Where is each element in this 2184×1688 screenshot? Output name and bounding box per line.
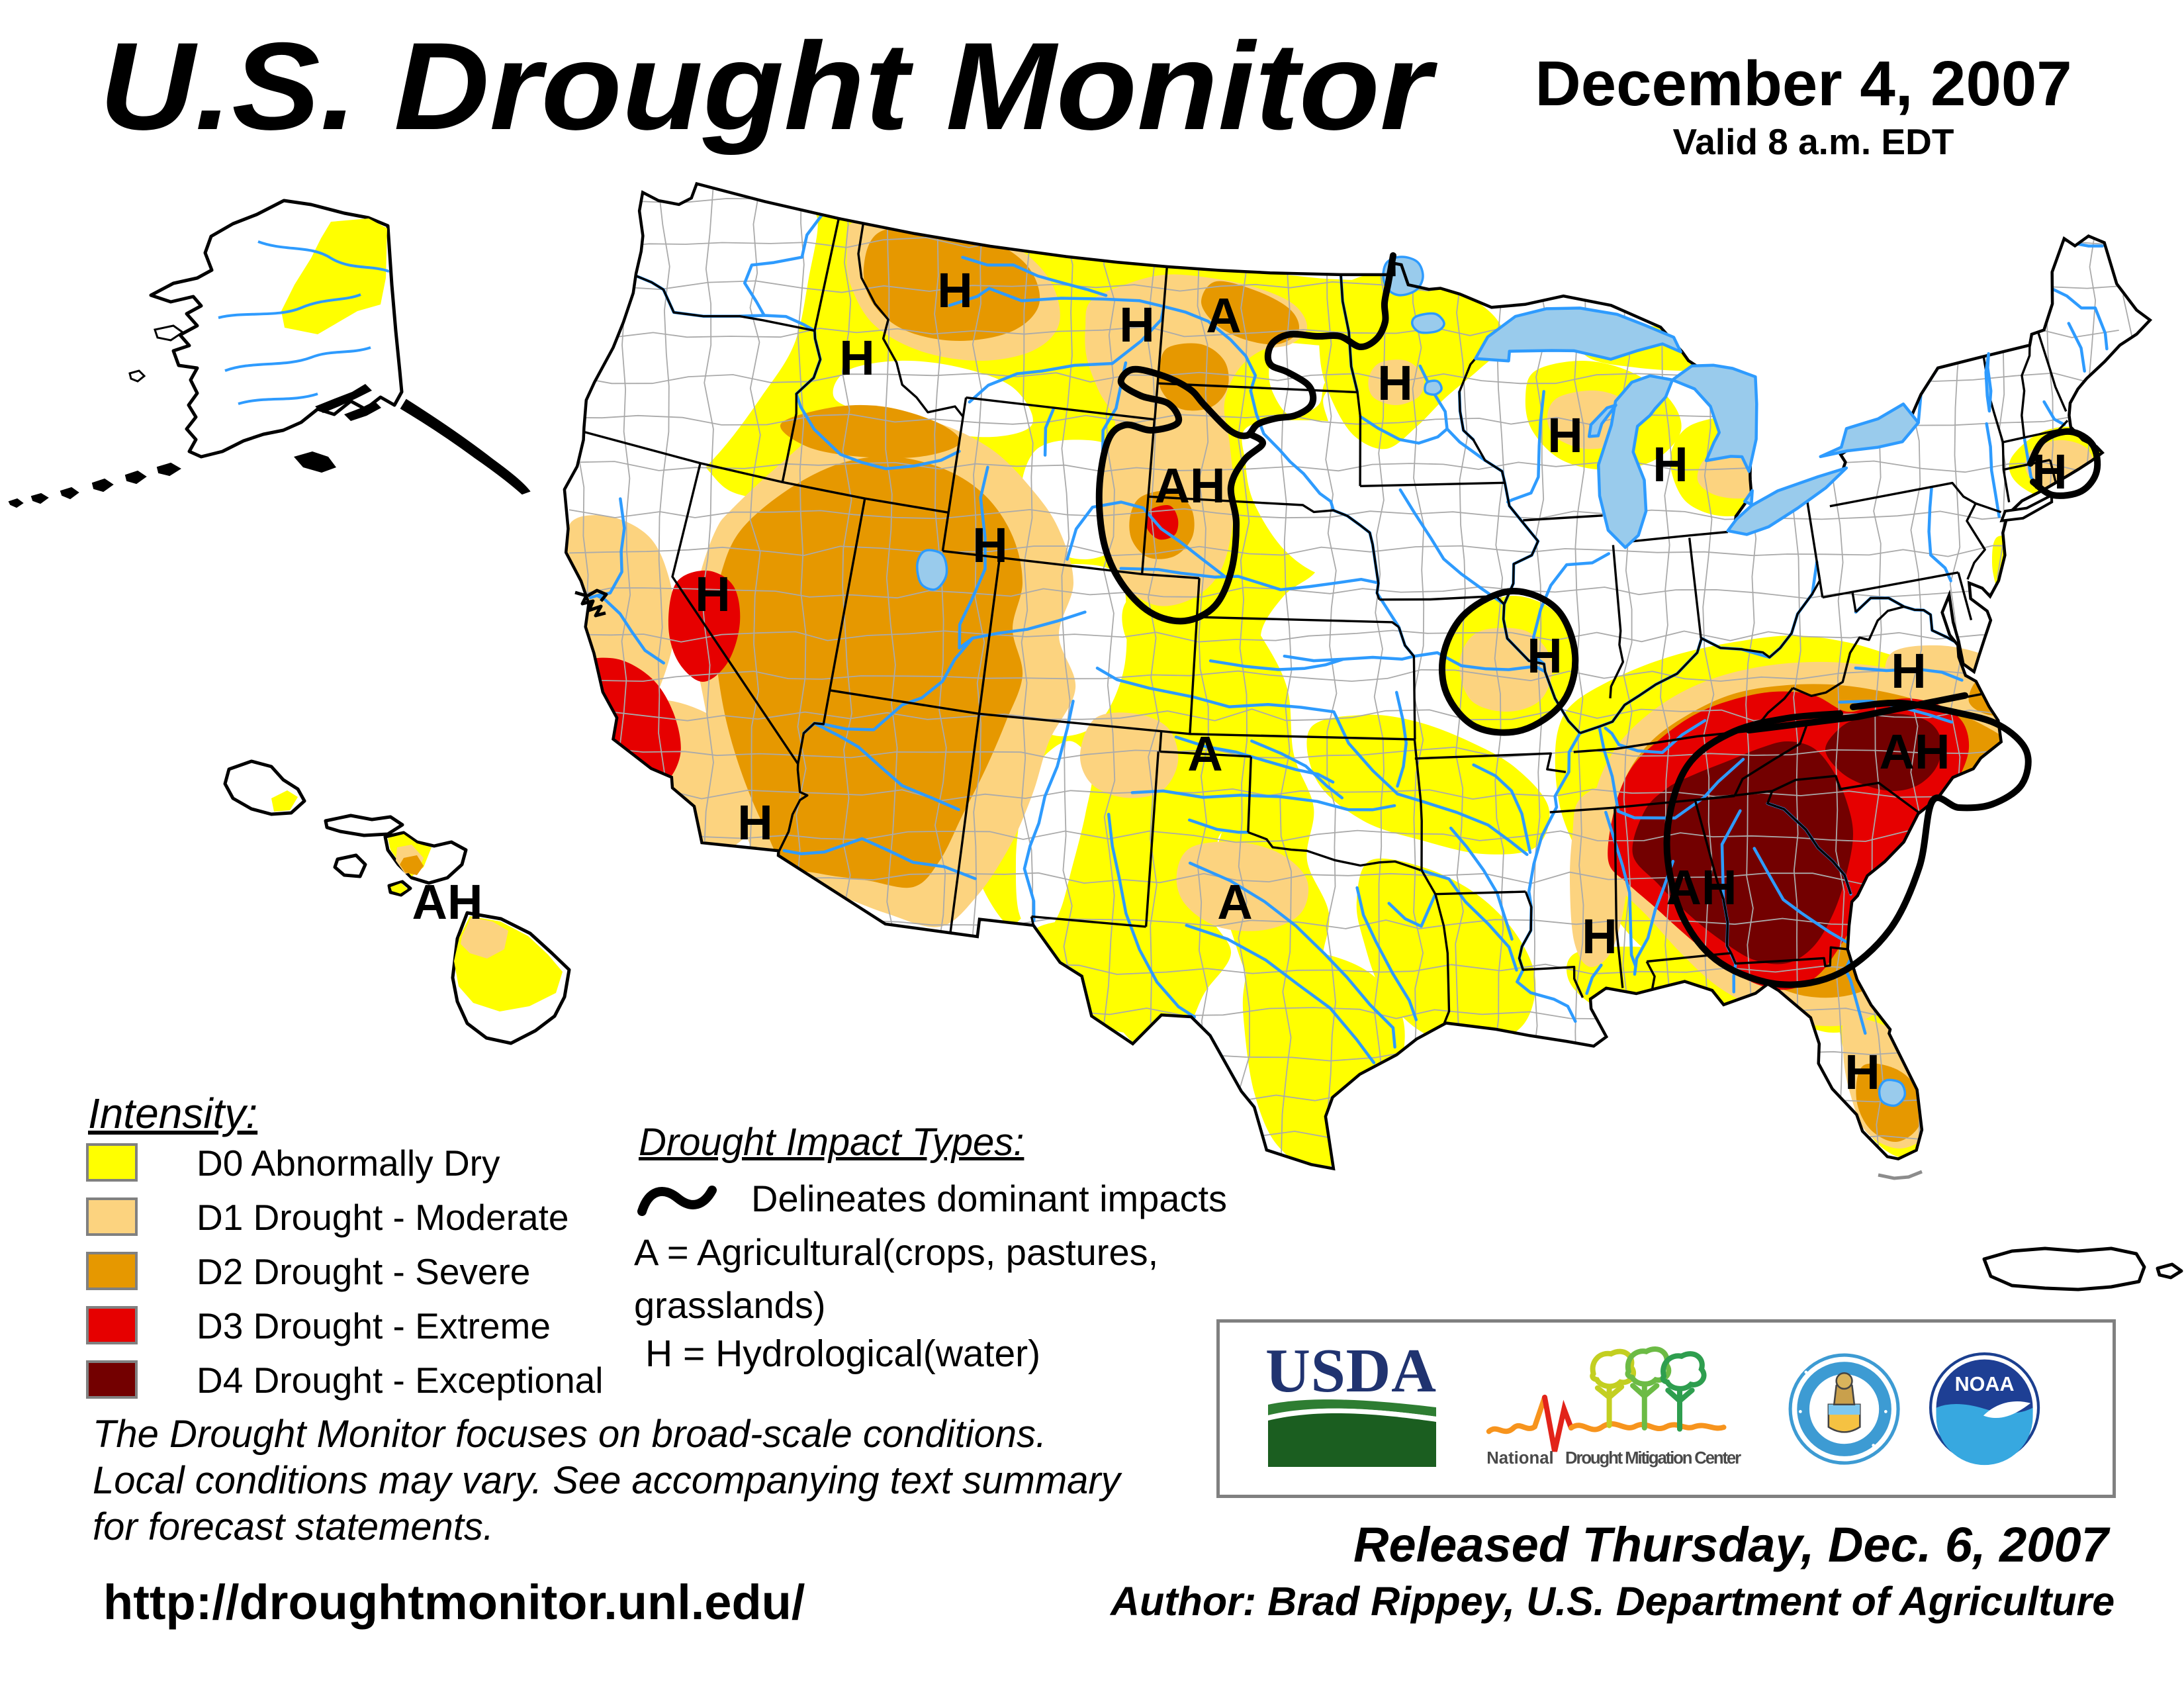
svg-text:AH: AH — [412, 874, 483, 929]
svg-text:H: H — [695, 567, 730, 622]
svg-text:A: A — [1206, 288, 1241, 343]
svg-text:●: ● — [1809, 1441, 1814, 1449]
svg-text:H: H — [1582, 909, 1617, 964]
svg-text:H: H — [1527, 628, 1562, 683]
svg-text:H: H — [972, 518, 1007, 573]
svg-text:H: H — [737, 795, 772, 850]
svg-text:●: ● — [1877, 1368, 1882, 1376]
svg-text:USDA: USDA — [1265, 1344, 1436, 1405]
svg-text:National: National — [1486, 1449, 1553, 1468]
svg-text:●: ● — [1803, 1368, 1808, 1376]
svg-text:A: A — [1217, 874, 1252, 929]
svg-text:H: H — [1119, 297, 1154, 352]
svg-text:●: ● — [1798, 1407, 1803, 1415]
svg-text:H: H — [1844, 1045, 1880, 1100]
svg-text:●: ● — [1884, 1407, 1888, 1415]
svg-text:AH: AH — [1155, 458, 1226, 513]
svg-text:AH: AH — [1666, 860, 1737, 915]
svg-text:Drought Mitigation Center: Drought Mitigation Center — [1565, 1449, 1741, 1468]
svg-text:●: ● — [1871, 1441, 1876, 1449]
svg-text:NOAA: NOAA — [1955, 1373, 2015, 1395]
svg-text:H: H — [839, 330, 874, 385]
svg-text:H: H — [2032, 444, 2067, 499]
svg-text:A: A — [1187, 726, 1222, 781]
svg-text:H: H — [1377, 355, 1412, 410]
svg-text:H: H — [1547, 408, 1582, 463]
svg-text:H: H — [937, 263, 972, 318]
svg-text:H: H — [1653, 437, 1688, 492]
svg-text:AH: AH — [1880, 724, 1950, 779]
svg-text:H: H — [1891, 643, 1926, 698]
